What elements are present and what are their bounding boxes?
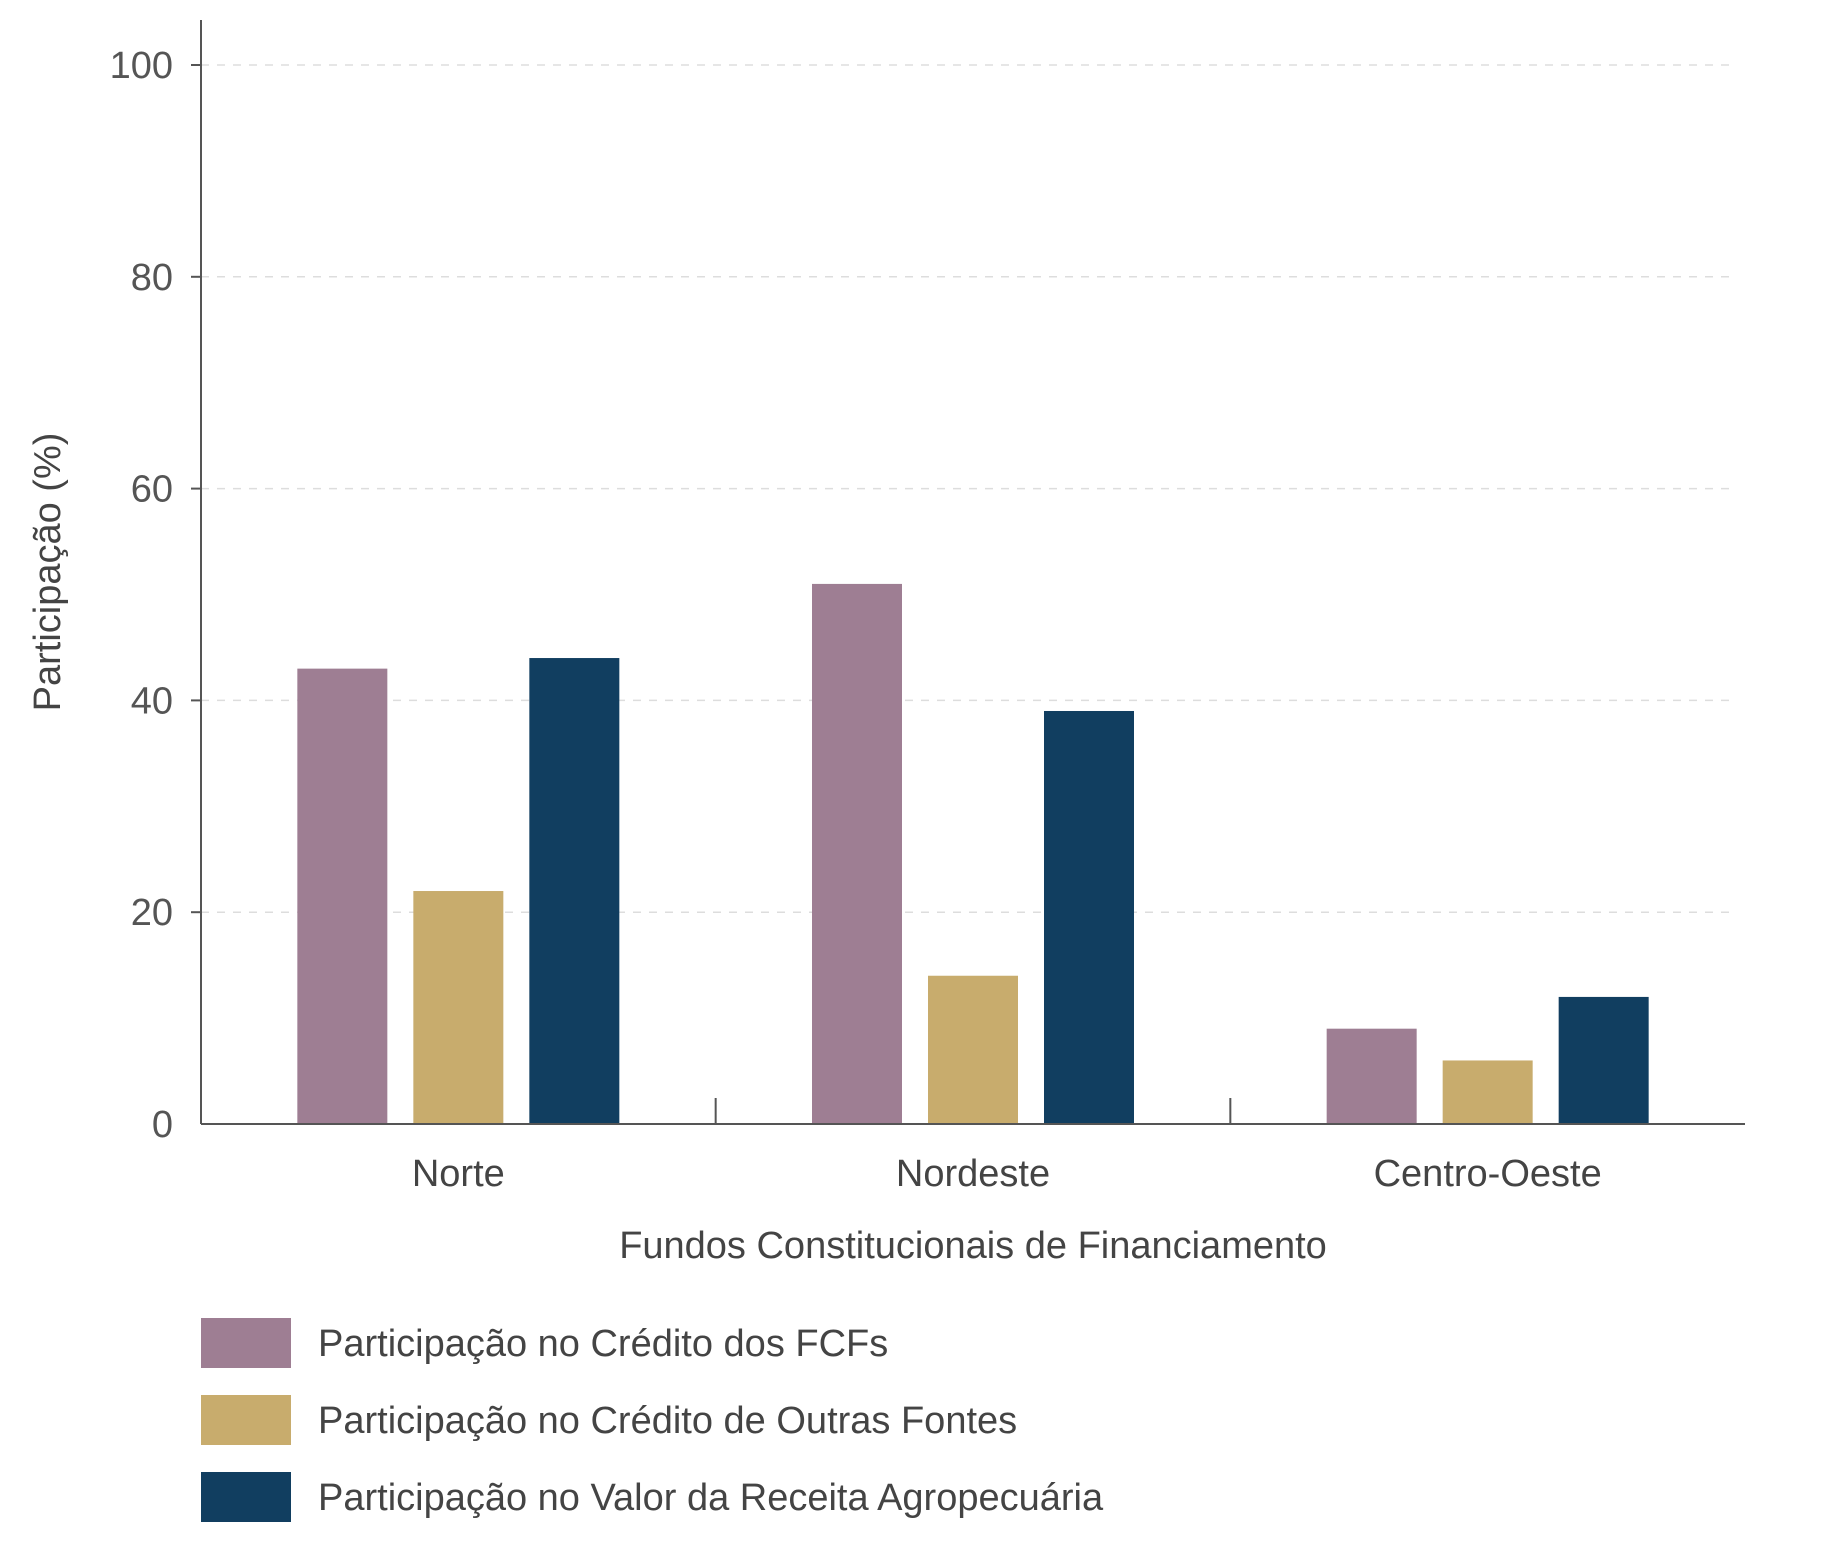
bar xyxy=(1442,1060,1533,1124)
bar xyxy=(1044,710,1134,1124)
legend-label: Participação no Valor da Receita Agropec… xyxy=(318,1477,1104,1519)
legend-label: Participação no Crédito dos FCFs xyxy=(318,1323,888,1365)
y-tick-labels: 0 20 40 60 80 100 xyxy=(110,45,173,1146)
bar xyxy=(1558,996,1649,1124)
y-tick-label: 40 xyxy=(131,680,173,722)
grid-lines xyxy=(191,64,1735,914)
y-axis-title: Participação (%) xyxy=(27,433,69,712)
x-tick-label: Norte xyxy=(412,1153,505,1195)
x-tick-label: Nordeste xyxy=(896,1153,1050,1195)
legend-swatch xyxy=(201,1395,291,1445)
x-axis-title: Fundos Constitucionais de Financiamento xyxy=(619,1225,1327,1267)
y-tick-label: 20 xyxy=(131,892,173,934)
bar xyxy=(413,891,504,1124)
y-tick-label: 60 xyxy=(131,469,173,511)
bar xyxy=(529,658,620,1124)
y-tick-label: 0 xyxy=(152,1104,173,1146)
legend: Participação no Crédito dos FCFs Particip… xyxy=(201,1318,1104,1522)
legend-swatch xyxy=(201,1472,291,1522)
x-tick-label: Centro-Oeste xyxy=(1374,1153,1602,1195)
legend-swatch xyxy=(201,1318,291,1368)
bars xyxy=(297,583,1649,1124)
bar xyxy=(928,975,1018,1124)
y-tick-label: 80 xyxy=(131,257,173,299)
y-tick-label: 100 xyxy=(110,45,173,87)
bar xyxy=(297,668,388,1124)
x-category-labels: Norte Nordeste Centro-Oeste xyxy=(412,1098,1602,1195)
bar xyxy=(812,583,902,1124)
legend-label: Participação no Crédito de Outras Fontes xyxy=(318,1400,1017,1442)
axes xyxy=(200,20,1745,1125)
bar xyxy=(1326,1028,1417,1124)
